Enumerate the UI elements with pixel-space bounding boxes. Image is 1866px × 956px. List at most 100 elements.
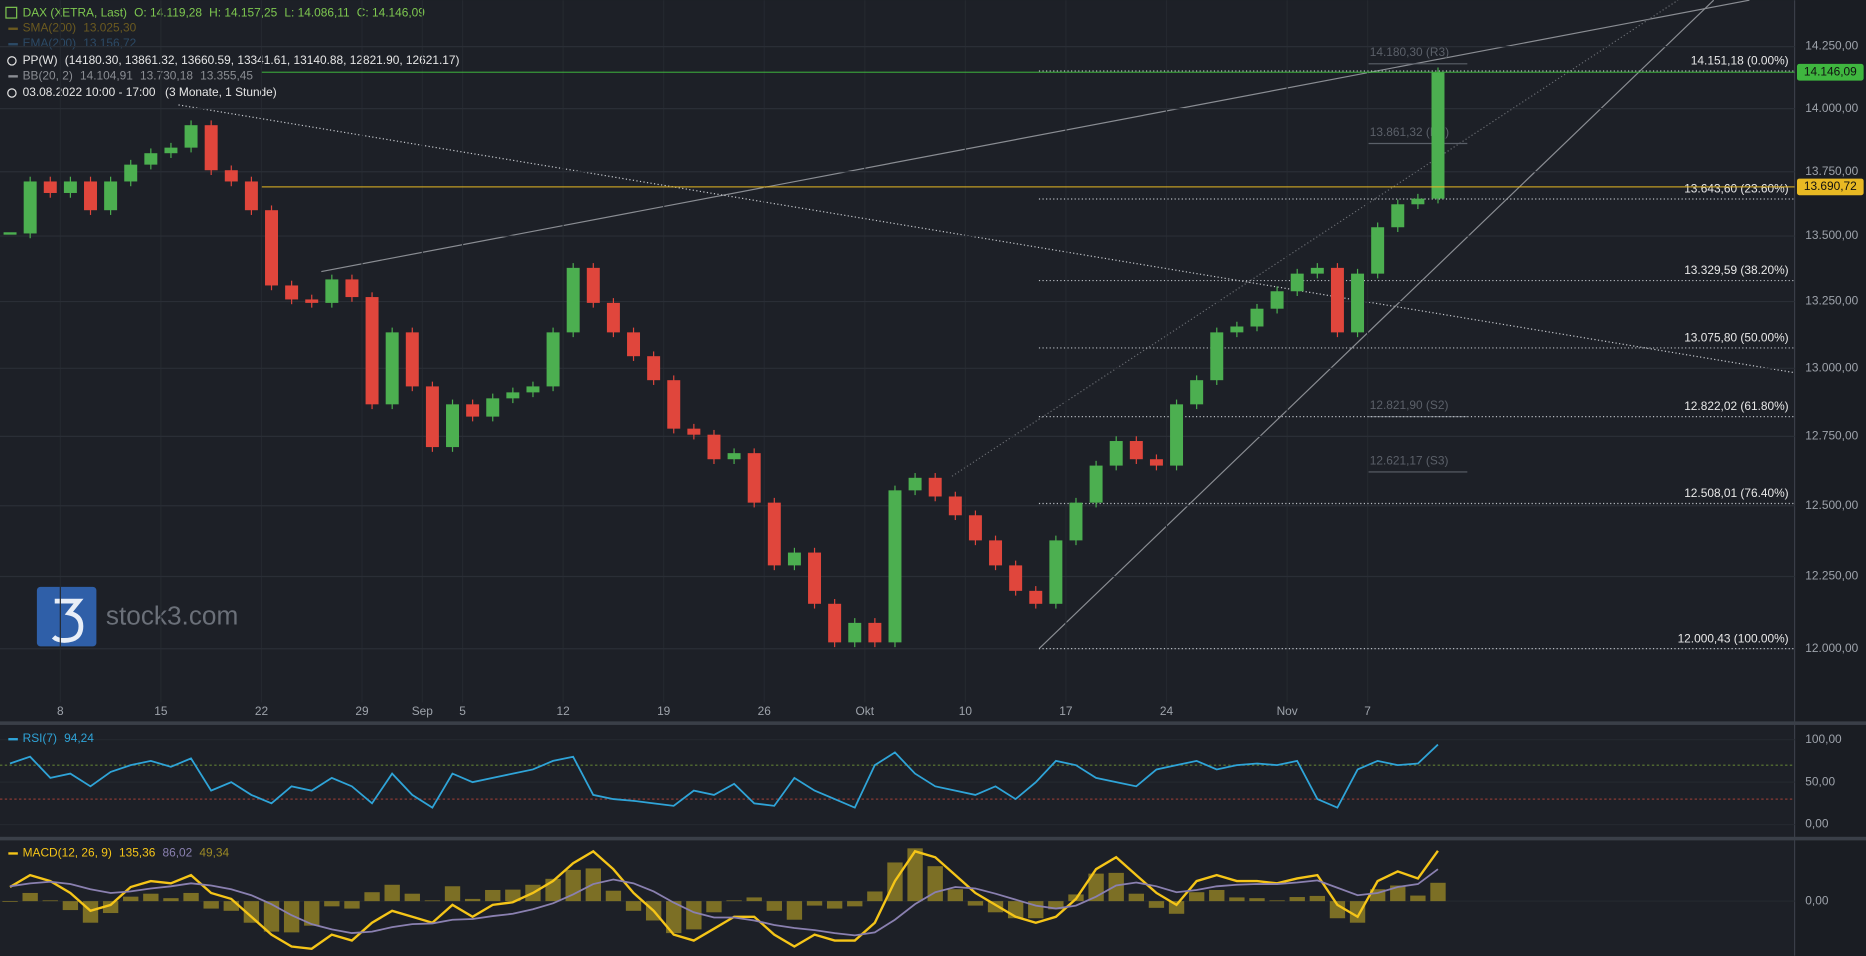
candle	[405, 332, 419, 387]
indicator-title: RSI(7) 94,24	[23, 731, 95, 745]
candle	[446, 404, 460, 448]
candle	[627, 332, 641, 357]
candle	[285, 285, 299, 300]
candle	[265, 210, 278, 286]
candle	[124, 164, 138, 182]
candle	[345, 279, 359, 298]
histogram-bar	[1309, 895, 1326, 902]
candle	[948, 496, 962, 516]
pp: PP(W)	[23, 53, 58, 67]
histogram-bar	[1430, 882, 1446, 902]
histogram-bar	[947, 889, 963, 902]
candle	[1029, 590, 1043, 604]
panel-separator	[0, 836, 1866, 841]
histogram-bar	[1269, 900, 1285, 902]
x-tick-label: 17	[1059, 704, 1073, 718]
histogram-bar	[1048, 901, 1064, 910]
candle	[1009, 565, 1023, 591]
logo-glyph	[51, 598, 84, 643]
candle	[305, 299, 319, 303]
candle	[3, 232, 17, 235]
y-tick-label: 100,00	[1805, 732, 1842, 746]
histogram-bar	[283, 901, 300, 933]
fib-label: 13.329,59 (38.20%)	[1684, 263, 1788, 277]
fib-label: 14.151,18 (0.00%)	[1691, 54, 1789, 68]
candle	[888, 490, 902, 643]
histogram-bar	[1349, 901, 1366, 923]
high: H: 14.157,25	[209, 5, 277, 19]
candle	[1411, 198, 1425, 205]
candle	[1330, 267, 1344, 333]
candle	[1391, 204, 1405, 228]
fib-label: 13.075,80 (50.00%)	[1684, 331, 1788, 345]
bb-icon	[8, 75, 18, 78]
sma: SMA(200)	[23, 21, 77, 35]
candle	[1310, 267, 1324, 274]
histogram-bar	[1209, 889, 1225, 902]
histogram-bar	[444, 886, 461, 902]
histogram-bar	[1128, 893, 1144, 902]
histogram-bar	[203, 901, 219, 909]
histogram-bar	[806, 901, 823, 906]
candle	[43, 181, 57, 193]
instrument-icon	[5, 6, 18, 19]
instrument: DAX (XETRA, Last)	[23, 5, 127, 19]
close: C: 14.146,09	[357, 5, 425, 19]
price-tag-label: 14.146,09	[1804, 64, 1857, 78]
panel-separator	[0, 721, 1866, 725]
candle	[385, 332, 399, 405]
x-tick-label: 19	[657, 704, 671, 718]
y-tick-label: 12.750,00	[1805, 428, 1858, 442]
histogram-bar	[344, 901, 360, 909]
candle	[747, 453, 761, 503]
candle	[707, 434, 721, 460]
pp-icon	[7, 56, 17, 66]
histogram-bar	[1289, 897, 1305, 902]
candle	[848, 622, 862, 643]
candle	[23, 181, 37, 234]
histogram-bar	[826, 901, 843, 909]
candle	[868, 622, 882, 643]
x-tick-label: 22	[255, 704, 269, 718]
bb-value: 13.355,45	[200, 68, 253, 82]
indicator-name: RSI(7)	[23, 731, 57, 745]
candle	[1351, 273, 1365, 333]
candle	[606, 302, 620, 333]
candle	[1089, 465, 1103, 503]
macd-line	[9, 849, 1439, 951]
histogram-bar	[666, 901, 682, 934]
histogram-bar	[1410, 895, 1426, 902]
candle	[727, 453, 741, 460]
histogram-bar	[1108, 872, 1124, 902]
clock-icon	[7, 88, 17, 98]
histogram-bar	[1390, 885, 1406, 902]
y-tick-label: 12.250,00	[1805, 569, 1858, 583]
range: (3 Monate, 1 Stunde)	[165, 85, 277, 99]
y-tick-label: 13.250,00	[1805, 294, 1858, 308]
x-tick-label: 29	[355, 704, 369, 718]
x-tick-label: Okt	[856, 704, 875, 718]
y-tick-label: 0,00	[1805, 817, 1829, 831]
candle	[506, 392, 520, 399]
histogram-bar	[123, 896, 139, 902]
histogram-bar	[867, 891, 883, 902]
histogram-bar	[987, 901, 1004, 913]
y-tick-label: 0,00	[1805, 893, 1829, 907]
bb-value: 13.730,18	[140, 68, 193, 82]
pivot-label: 12.621,17 (S3)	[1370, 453, 1449, 467]
histogram-bar	[2, 901, 18, 902]
histogram-bar	[263, 901, 280, 932]
y-tick-label: 12.500,00	[1805, 498, 1858, 512]
histogram-bar	[746, 897, 762, 902]
bb-value: 14.104,91	[80, 68, 133, 82]
y-tick-label: 14.250,00	[1805, 39, 1858, 53]
ema: EMA(200)	[23, 36, 77, 50]
histogram-bar	[102, 901, 119, 914]
histogram-bar	[22, 892, 38, 902]
candle	[84, 181, 97, 211]
x-tick-label: 8	[57, 704, 64, 718]
price-axis-column	[1794, 0, 1866, 956]
indicator-value: 94,24	[64, 731, 94, 745]
